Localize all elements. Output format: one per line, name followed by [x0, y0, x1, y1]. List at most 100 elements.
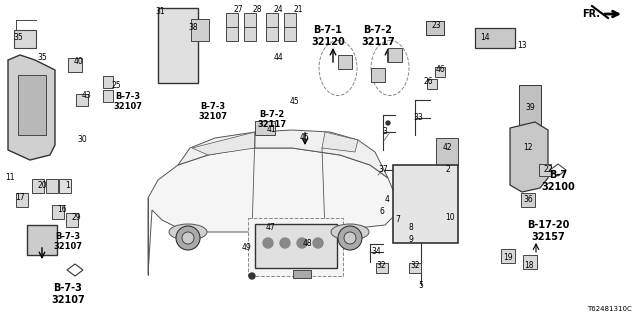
- Text: 29: 29: [71, 213, 81, 222]
- Ellipse shape: [331, 224, 369, 240]
- Text: 34: 34: [371, 247, 381, 257]
- Text: 32: 32: [376, 260, 386, 269]
- Bar: [521, 193, 535, 207]
- Bar: [338, 55, 352, 69]
- Text: 27: 27: [233, 5, 243, 14]
- Bar: [284, 13, 296, 27]
- Text: 11: 11: [5, 173, 15, 182]
- Bar: [539, 164, 551, 176]
- Bar: [27, 225, 57, 255]
- Text: 26: 26: [423, 77, 433, 86]
- Text: 35: 35: [13, 34, 23, 43]
- Bar: [46, 179, 58, 193]
- Text: 48: 48: [302, 239, 312, 249]
- Bar: [427, 79, 437, 89]
- Circle shape: [344, 232, 356, 244]
- Text: B-7-3
32107: B-7-3 32107: [51, 283, 85, 305]
- Bar: [388, 48, 402, 62]
- Bar: [191, 19, 209, 41]
- Text: 22: 22: [543, 165, 553, 174]
- Bar: [226, 13, 238, 27]
- Text: 10: 10: [445, 213, 455, 222]
- Bar: [376, 263, 388, 273]
- Polygon shape: [8, 55, 55, 160]
- Bar: [226, 27, 238, 41]
- Text: B-7-3
32107: B-7-3 32107: [113, 92, 143, 111]
- Text: 4: 4: [385, 196, 389, 204]
- Text: 38: 38: [188, 23, 198, 33]
- Text: 32: 32: [410, 260, 420, 269]
- Text: 12: 12: [524, 143, 532, 153]
- Text: 6: 6: [380, 207, 385, 217]
- Text: B-7-2
32117: B-7-2 32117: [361, 25, 395, 47]
- Text: 42: 42: [442, 143, 452, 153]
- Text: B-7-3
32107: B-7-3 32107: [54, 232, 83, 252]
- Text: 23: 23: [431, 20, 441, 29]
- Bar: [14, 30, 36, 48]
- Bar: [244, 27, 256, 41]
- Circle shape: [386, 121, 390, 125]
- Bar: [426, 21, 444, 35]
- Bar: [293, 270, 311, 278]
- Text: 13: 13: [517, 41, 527, 50]
- Polygon shape: [550, 164, 566, 176]
- Bar: [371, 68, 385, 82]
- Bar: [523, 255, 537, 269]
- Text: 20: 20: [37, 180, 47, 189]
- Bar: [393, 165, 458, 243]
- Text: 1: 1: [66, 180, 70, 189]
- Text: 3: 3: [383, 127, 387, 137]
- Text: T62481310C: T62481310C: [588, 306, 632, 312]
- Bar: [103, 76, 113, 88]
- Text: 45: 45: [290, 98, 300, 107]
- Text: 19: 19: [503, 253, 513, 262]
- Text: 46: 46: [436, 66, 446, 75]
- Bar: [66, 213, 78, 227]
- Polygon shape: [322, 132, 358, 152]
- Ellipse shape: [169, 224, 207, 240]
- Bar: [244, 13, 256, 27]
- Text: B-7
32100: B-7 32100: [541, 170, 575, 192]
- Text: 47: 47: [266, 223, 276, 233]
- Text: 18: 18: [524, 260, 534, 269]
- Circle shape: [313, 238, 323, 248]
- Text: 30: 30: [77, 135, 87, 145]
- Bar: [255, 121, 275, 135]
- Text: 44: 44: [273, 53, 283, 62]
- Circle shape: [182, 232, 194, 244]
- Bar: [435, 67, 445, 77]
- Bar: [501, 249, 515, 263]
- Text: 36: 36: [523, 196, 533, 204]
- Text: FR.: FR.: [582, 9, 600, 19]
- Text: 25: 25: [111, 81, 121, 90]
- Circle shape: [263, 238, 273, 248]
- Bar: [59, 179, 71, 193]
- Bar: [158, 8, 198, 83]
- Text: 7: 7: [396, 215, 401, 225]
- Bar: [436, 138, 458, 166]
- Polygon shape: [178, 130, 388, 178]
- Text: 9: 9: [408, 236, 413, 244]
- Bar: [475, 28, 515, 48]
- Polygon shape: [510, 122, 548, 192]
- Bar: [16, 193, 28, 207]
- Bar: [409, 263, 421, 273]
- Text: 2: 2: [445, 165, 451, 174]
- Text: B-7-1
32120: B-7-1 32120: [311, 25, 345, 47]
- Circle shape: [297, 238, 307, 248]
- Text: B-17-20
32157: B-17-20 32157: [527, 220, 569, 242]
- Text: 43: 43: [82, 92, 92, 100]
- Polygon shape: [148, 148, 395, 275]
- Text: 17: 17: [15, 194, 25, 203]
- Text: 8: 8: [408, 223, 413, 233]
- Bar: [68, 58, 82, 72]
- Bar: [519, 84, 541, 140]
- Text: 40: 40: [73, 58, 83, 67]
- Text: 16: 16: [57, 205, 67, 214]
- Bar: [76, 94, 88, 106]
- Polygon shape: [192, 132, 255, 155]
- Text: 31: 31: [155, 7, 165, 17]
- Bar: [266, 27, 278, 41]
- Text: 21: 21: [293, 5, 303, 14]
- Bar: [52, 205, 64, 219]
